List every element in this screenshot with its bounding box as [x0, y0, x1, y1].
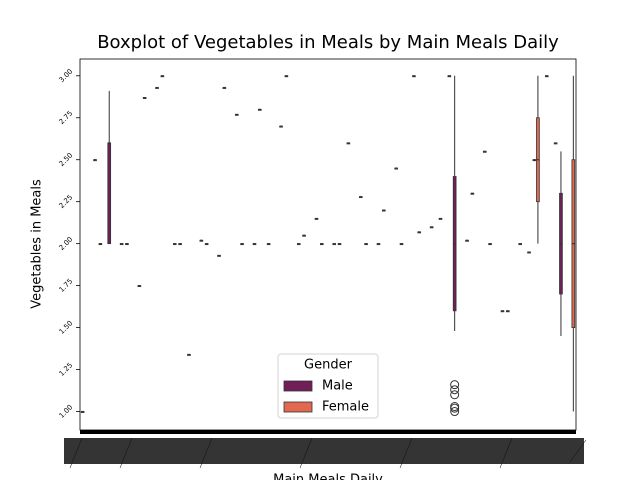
x-tick-band	[80, 430, 576, 434]
outlier	[450, 407, 460, 417]
legend: Gender Male Female	[277, 353, 379, 419]
outlier	[450, 380, 460, 390]
outlier	[450, 385, 460, 395]
y-tick-label: 2.50	[58, 151, 75, 168]
legend-swatch	[283, 380, 313, 392]
chart-title: Boxplot of Vegetables in Meals by Main M…	[97, 32, 559, 53]
y-tick-label: 1.75	[58, 277, 75, 294]
box	[107, 142, 112, 245]
x-tick-labels-mass	[64, 438, 584, 464]
legend-title: Gender	[304, 358, 353, 373]
y-tick-label: 1.25	[58, 361, 75, 378]
legend-swatch	[283, 401, 313, 413]
outlier	[450, 390, 460, 400]
y-axis-label: Vegetables in Meals	[30, 179, 45, 309]
y-tick-label: 2.75	[58, 109, 75, 126]
outlier	[450, 401, 460, 411]
y-tick-label: 2.25	[58, 193, 75, 210]
legend-label: Male	[322, 379, 353, 394]
x-axis-label: Main Meals Daily	[273, 473, 383, 481]
y-tick-label: 1.50	[58, 319, 75, 336]
y-tick-label: 1.00	[58, 403, 75, 420]
y-tick-label: 3.00	[58, 67, 75, 84]
y-tick-label: 2.00	[58, 235, 75, 252]
legend-label: Female	[322, 400, 369, 415]
